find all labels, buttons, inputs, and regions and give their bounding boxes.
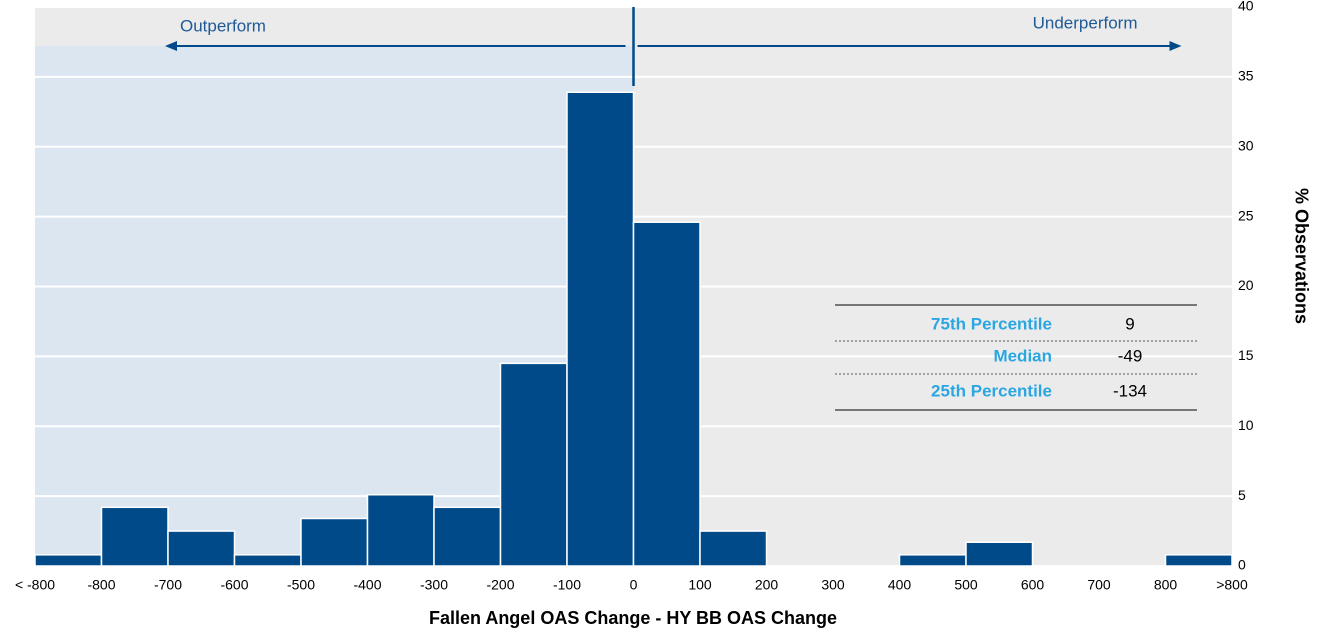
bar [632,221,701,567]
bar [100,506,169,567]
table-label: 75th Percentile [931,314,1052,333]
table-value: -49 [1118,346,1143,365]
x-tick-label: >800 [1216,577,1248,593]
y-tick-label: 30 [1238,137,1254,153]
x-tick-label: -400 [353,577,381,593]
x-tick-label: -700 [154,577,182,593]
bar [34,554,103,567]
table-value: 9 [1125,314,1134,333]
y-tick-label: 15 [1238,347,1254,363]
table-label: 25th Percentile [931,381,1052,400]
annotation: Underperform [1033,13,1138,32]
bar [898,554,967,567]
table-label: Median [993,346,1052,365]
x-tick-label: -600 [220,577,248,593]
x-tick-label: < -800 [15,577,55,593]
y-axis-label: % Observations [1291,188,1311,324]
y-tick-label: 25 [1238,207,1254,223]
arrow-head [165,41,177,51]
x-tick-label: 300 [821,577,845,593]
bar [167,530,236,567]
x-tick-label: -100 [553,577,581,593]
x-tick-label: 600 [1021,577,1045,593]
bar [699,530,768,567]
x-tick-label: 700 [1087,577,1111,593]
bar [433,506,502,567]
x-tick-label: 200 [755,577,779,593]
x-axis-label: Fallen Angel OAS Change - HY BB OAS Chan… [429,608,837,628]
x-tick-label: 0 [630,577,638,593]
x-tick-label: -800 [87,577,115,593]
y-tick-label: 20 [1238,277,1254,293]
annotation: Outperform [180,16,266,35]
y-tick-label: 35 [1238,68,1254,84]
y-tick-label: 0 [1238,557,1246,573]
bar [965,541,1034,567]
table-value: -134 [1113,381,1147,400]
bar [233,554,302,567]
bar [499,362,568,567]
x-tick-label: 400 [888,577,912,593]
y-tick-label: 10 [1238,417,1254,433]
x-tick-label: -500 [287,577,315,593]
bar [1164,554,1233,567]
bar [366,493,435,567]
bar [566,91,635,567]
y-tick-label: 5 [1238,487,1246,503]
x-tick-label: 100 [688,577,712,593]
y-tick-label: 40 [1238,0,1254,14]
x-tick-label: 500 [954,577,978,593]
arrow-head [1169,41,1182,51]
x-tick-label: -200 [486,577,514,593]
x-tick-label: 800 [1154,577,1178,593]
x-tick-label: -300 [420,577,448,593]
bar [300,517,369,567]
